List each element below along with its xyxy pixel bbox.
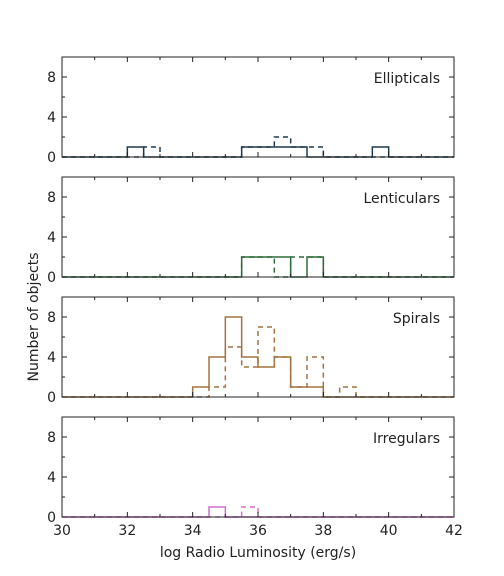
y-tick-label: 0 (47, 150, 56, 166)
y-tick-label: 8 (47, 70, 56, 86)
x-tick-label: 40 (380, 523, 398, 539)
y-axis-label: Number of objects (26, 252, 42, 381)
x-tick-label: 32 (118, 523, 136, 539)
y-tick-label: 4 (47, 350, 56, 366)
panel-label: Lenticulars (363, 191, 440, 207)
panel-label: Spirals (393, 311, 440, 327)
x-tick-label: 36 (249, 523, 267, 539)
panel-label: Irregulars (373, 431, 440, 447)
x-tick-label: 30 (53, 523, 71, 539)
y-tick-label: 8 (47, 310, 56, 326)
panel-lenticulars: 0 4 8 Lenticulars (47, 176, 455, 286)
y-tick-label: 0 (47, 510, 56, 526)
panel-ellipticals: 0 4 8 Ellipticals (47, 56, 455, 166)
panel-spirals: 0 4 8 Spirals (47, 296, 455, 406)
x-tick-label: 42 (445, 523, 463, 539)
x-tick-label: 34 (184, 523, 202, 539)
y-tick-label: 8 (47, 190, 56, 206)
y-tick-label: 4 (47, 470, 56, 486)
y-tick-label: 0 (47, 270, 56, 286)
panel-irregulars: 0 4 8 30 32 34 36 38 40 42 Irregulars (47, 416, 463, 539)
spirals-dashed-histogram (62, 326, 454, 398)
panels-group: 0 4 8 Ellipticals 0 4 8 Lenticulars 0 4 8 Spirals 0 4… (47, 56, 463, 539)
spirals-solid-histogram (62, 316, 454, 398)
y-tick-label: 0 (47, 390, 56, 406)
y-tick-label: 4 (47, 110, 56, 126)
y-tick-label: 8 (47, 430, 56, 446)
x-axis-label: log Radio Luminosity (erg/s) (160, 545, 356, 561)
x-tick-label: 38 (314, 523, 332, 539)
y-tick-label: 4 (47, 230, 56, 246)
panel-label: Ellipticals (374, 71, 440, 87)
